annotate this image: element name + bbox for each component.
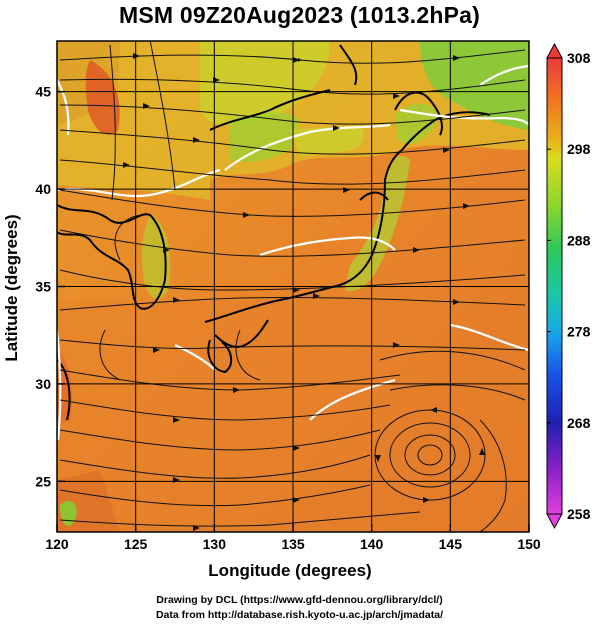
colorbar-tick-label: 268	[567, 415, 591, 431]
map-title: MSM 09Z20Aug2023 (1013.2hPa)	[119, 2, 480, 28]
x-tick-label: 140	[360, 536, 384, 552]
x-tick-label: 145	[439, 536, 463, 552]
x-axis-ticks: 120 125 130 135 140 145 150	[45, 524, 541, 552]
coastlines	[57, 44, 491, 421]
y-tick-label: 25	[35, 473, 51, 489]
colorbar-top-arrow	[546, 42, 563, 59]
colorbar-tick-label: 278	[567, 324, 591, 340]
colorbar: 308 298 288 278 268 258	[546, 42, 591, 530]
x-tick-label: 130	[203, 536, 227, 552]
credit-drawing: Drawing by DCL (https://www.gfd-dennou.o…	[156, 594, 443, 606]
y-tick-label: 40	[35, 181, 51, 197]
wind-arrowheads	[123, 53, 485, 531]
temperature-contours	[57, 64, 529, 441]
colorbar-tick-label: 258	[567, 506, 591, 522]
colorbar-tick-label: 298	[567, 141, 591, 157]
lat-lon-grid	[57, 41, 529, 532]
y-axis-title: Latitude (degrees)	[2, 214, 21, 361]
colorbar-body	[546, 57, 563, 515]
y-axis-ticks: 25 30 35 40 45	[35, 84, 65, 489]
colorbar-ticks: 308 298 288 278 268 258	[547, 50, 591, 522]
colorbar-bottom-arrow	[546, 513, 563, 530]
colorbar-tick-label: 308	[567, 50, 591, 66]
y-tick-label: 45	[35, 84, 51, 100]
y-tick-label: 35	[35, 279, 51, 295]
y-tick-label: 30	[35, 376, 51, 392]
x-axis-title: Longitude (degrees)	[208, 561, 371, 580]
x-tick-label: 135	[281, 536, 305, 552]
x-tick-label: 120	[45, 536, 69, 552]
credit-data: Data from http://database.rish.kyoto-u.a…	[155, 609, 444, 621]
x-tick-label: 150	[517, 536, 541, 552]
colorbar-tick-label: 288	[567, 232, 591, 248]
x-tick-label: 125	[124, 536, 148, 552]
